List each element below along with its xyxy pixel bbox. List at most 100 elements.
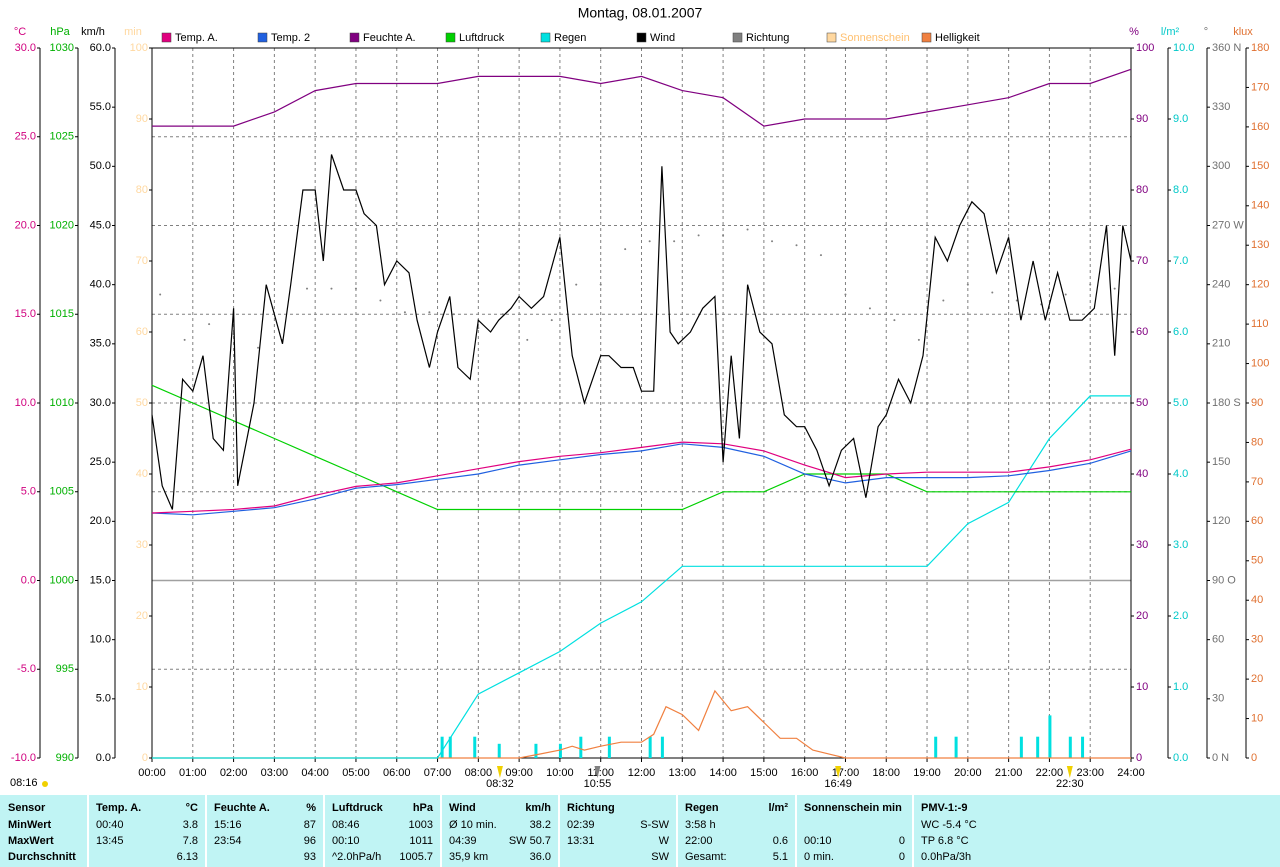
y-tick-label: 240 — [1212, 279, 1230, 291]
series-line — [152, 68, 1132, 127]
y-tick-label: 10.0 — [1173, 42, 1194, 54]
y-tick-label: 360 N — [1212, 42, 1241, 54]
direction-dot — [746, 228, 749, 231]
y-tick-label: 0.0 — [96, 752, 111, 764]
y-tick-label: 180 — [1251, 42, 1269, 54]
x-tick-label: 07:00 — [424, 767, 452, 779]
x-tick-label: 16:00 — [791, 767, 819, 779]
time-marker — [835, 766, 842, 778]
table-cell: MaxWert — [8, 835, 54, 847]
x-tick-label: 24:00 — [1117, 767, 1145, 779]
direction-dot — [917, 338, 920, 341]
legend-label: Regen — [554, 32, 586, 44]
y-tick-label: 330 — [1212, 101, 1230, 113]
y-tick-label: 10.0 — [15, 397, 36, 409]
table-cell: 0 min. — [804, 851, 834, 863]
series-line — [151, 441, 1132, 514]
x-tick-label: 14:00 — [709, 767, 737, 779]
axis-unit: km/h — [81, 26, 105, 38]
y-tick-label: 45.0 — [90, 219, 111, 231]
y-tick-label: 70 — [1136, 255, 1148, 267]
y-tick-label: 5.0 — [1173, 397, 1188, 409]
direction-dot — [868, 307, 871, 310]
table-cell: 96 — [304, 835, 316, 847]
table-cell: WC -5.4 °C — [921, 819, 977, 831]
y-tick-label: -5.0 — [17, 663, 36, 675]
table-cell: W — [659, 835, 670, 847]
column-title: Richtung — [567, 802, 615, 814]
column-unit: hPa — [413, 802, 434, 814]
x-tick-label: 10:00 — [546, 767, 574, 779]
direction-dot — [1089, 283, 1092, 286]
y-tick-label: 0 N — [1212, 752, 1229, 764]
rain-bar — [579, 736, 583, 758]
x-tick-label: 15:00 — [750, 767, 778, 779]
y-tick-label: 120 — [1212, 515, 1230, 527]
y-tick-label: 100 — [1136, 42, 1154, 54]
table-cell: 08:46 — [332, 819, 360, 831]
y-tick-label: 20.0 — [15, 219, 36, 231]
axis-unit: % — [1129, 26, 1139, 38]
y-tick-label: 0 — [142, 752, 148, 764]
table-cell: Durchschnitt — [8, 851, 76, 863]
y-tick-label: 5.0 — [96, 693, 111, 705]
y-tick-label: 25.0 — [90, 456, 111, 468]
direction-dot — [942, 299, 945, 302]
y-tick-label: 5.0 — [21, 486, 36, 498]
y-tick-label: 30 — [136, 539, 148, 551]
table-cell: 36.0 — [530, 851, 551, 863]
axis-unit: ° — [1204, 26, 1208, 38]
column-title: Sonnenschein min — [804, 802, 902, 814]
table-cell: 00:10 — [332, 835, 360, 847]
x-tick-label: 12:00 — [628, 767, 656, 779]
y-tick-label: 40.0 — [90, 279, 111, 291]
y-tick-label: 40 — [1136, 468, 1148, 480]
x-tick-label: 06:00 — [383, 767, 411, 779]
table-cell: 15:16 — [214, 819, 242, 831]
legend-swatch — [732, 32, 743, 43]
sun-marker — [42, 781, 48, 787]
y-tick-label: 1010 — [50, 397, 74, 409]
y-tick-label: 60 — [1251, 515, 1263, 527]
column-unit: l/m² — [768, 802, 788, 814]
table-cell: 0.6 — [773, 835, 788, 847]
rain-bar — [1019, 736, 1023, 758]
direction-dot — [771, 240, 774, 243]
column-unit: °C — [186, 802, 198, 814]
column-title: Sensor — [8, 802, 46, 814]
direction-dot — [354, 287, 357, 290]
legend-label: Temp. 2 — [271, 32, 310, 44]
table-cell: TP 6.8 °C — [921, 835, 969, 847]
y-tick-label: 35.0 — [90, 338, 111, 350]
y-tick-label: 20.0 — [90, 515, 111, 527]
y-tick-label: 60.0 — [90, 42, 111, 54]
rain-bar — [660, 736, 664, 758]
y-tick-label: 1025 — [50, 131, 74, 143]
y-tick-label: 50 — [1136, 397, 1148, 409]
direction-dot — [819, 254, 822, 257]
y-tick-label: 990 — [56, 752, 74, 764]
x-tick-label: 22:00 — [1036, 767, 1064, 779]
y-tick-label: 90 — [1251, 397, 1263, 409]
direction-dot — [1113, 287, 1116, 290]
rain-bar — [448, 736, 452, 758]
table-cell: 00:10 — [804, 835, 832, 847]
column-title: Temp. A. — [96, 802, 141, 814]
y-tick-label: 20 — [136, 610, 148, 622]
x-tick-label: 02:00 — [220, 767, 248, 779]
rain-bar — [497, 743, 501, 758]
table-cell: 02:39 — [567, 819, 595, 831]
y-tick-label: 270 W — [1212, 219, 1244, 231]
y-tick-label: 120 — [1251, 279, 1269, 291]
direction-dot — [575, 283, 578, 286]
y-tick-label: 20 — [1251, 673, 1263, 685]
annotation: 16:49 — [824, 778, 852, 790]
y-tick-label: 10 — [136, 681, 148, 693]
table-cell: SW 50.7 — [509, 835, 551, 847]
table-cell: 3:58 h — [685, 819, 716, 831]
direction-dot — [673, 240, 676, 243]
rain-bar — [473, 736, 477, 758]
x-tick-label: 23:00 — [1076, 767, 1104, 779]
y-tick-label: 2.0 — [1173, 610, 1188, 622]
